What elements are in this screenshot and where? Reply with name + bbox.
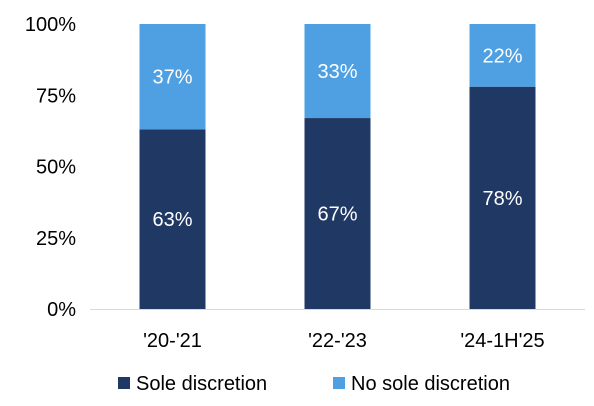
y-tick-label: 25% xyxy=(36,228,76,250)
bar-segment xyxy=(469,86,536,309)
y-tick-label: 100% xyxy=(25,14,76,36)
data-label: 78% xyxy=(482,188,522,210)
x-tick-label: '22-'23 xyxy=(308,330,367,352)
bars: 63% 37% 67% 33% 78% 22% xyxy=(139,24,536,309)
data-label: 37% xyxy=(152,67,192,89)
x-tick-label: '20-'21 xyxy=(143,330,202,352)
y-tick-label: 75% xyxy=(36,85,76,107)
bar-segment xyxy=(469,24,536,87)
legend-label: No sole discretion xyxy=(351,373,510,395)
data-label: 22% xyxy=(482,45,522,67)
legend-swatch xyxy=(118,377,130,389)
legend: Sole discretion No sole discretion xyxy=(118,373,510,395)
y-tick-label: 50% xyxy=(36,157,76,179)
data-label: 63% xyxy=(152,209,192,231)
x-axis: '20-'21 '22-'23 '24-1H'25 xyxy=(90,309,585,352)
bar-segment xyxy=(139,129,206,309)
y-tick-label: 0% xyxy=(47,299,76,321)
y-axis: 0% 25% 50% 75% 100% xyxy=(25,14,76,321)
data-label: 67% xyxy=(317,204,357,226)
bar-segment xyxy=(304,118,371,309)
bar-segment xyxy=(304,24,371,119)
legend-label: Sole discretion xyxy=(136,373,267,395)
bar-segment xyxy=(139,24,206,130)
x-tick-label: '24-1H'25 xyxy=(460,330,544,352)
data-label: 33% xyxy=(317,61,357,83)
legend-swatch xyxy=(333,377,345,389)
